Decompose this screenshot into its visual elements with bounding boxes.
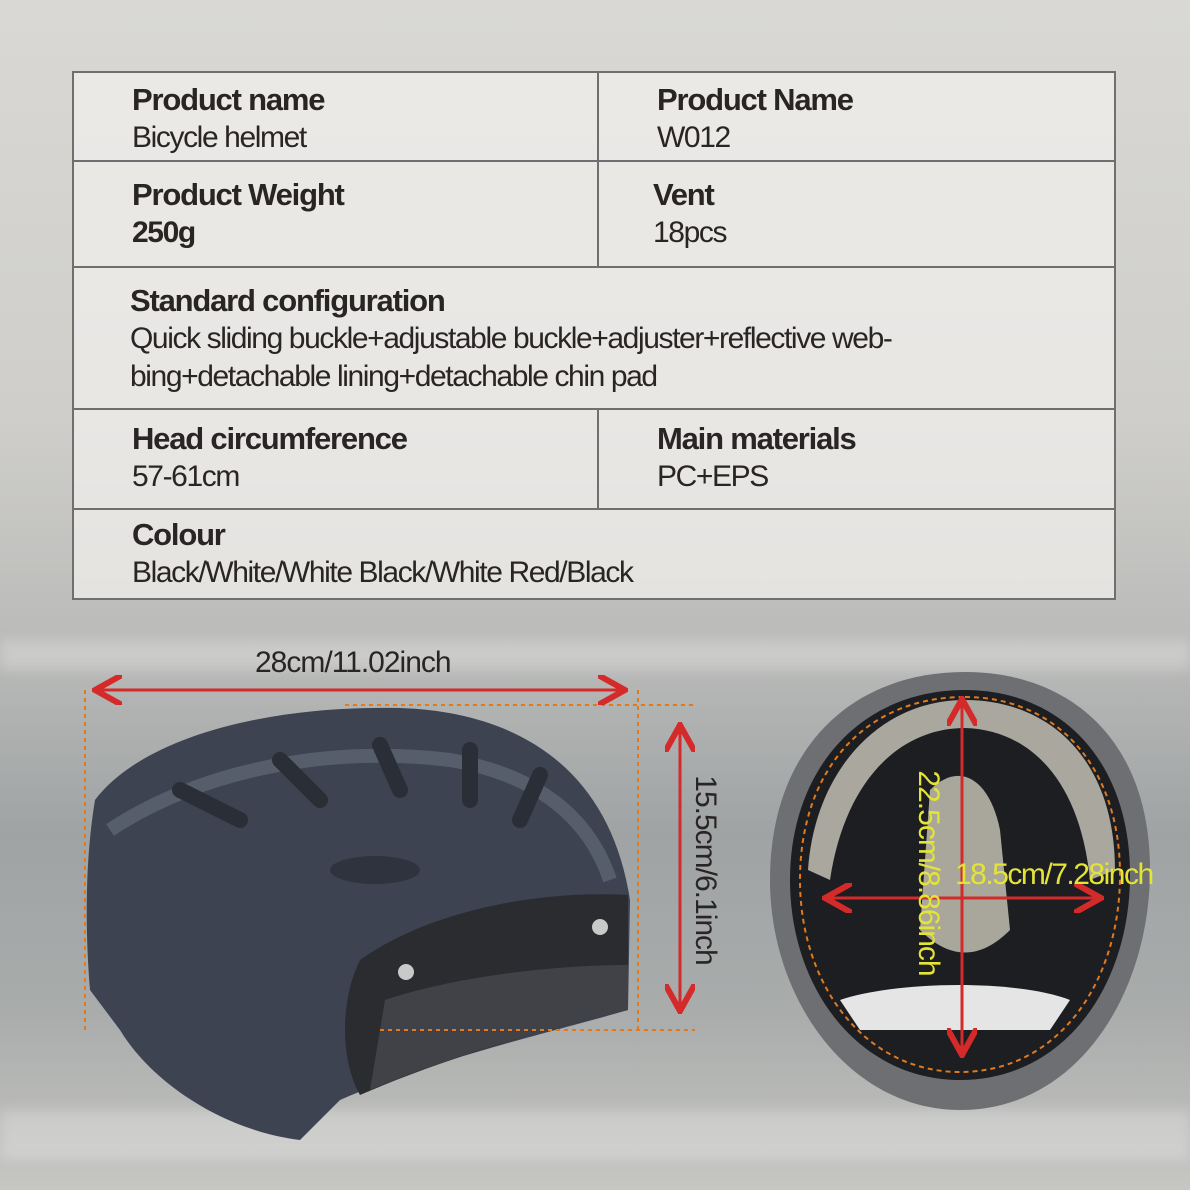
value-line: Quick sliding buckle+adjustable buckle+a… <box>130 322 893 355</box>
value: Bicycle helmet <box>132 121 307 154</box>
value: Black/White/White Black/White Red/Black <box>132 556 634 589</box>
value-line: bing+detachable lining+detachable chin p… <box>130 360 658 393</box>
spec-row: Product name Bicycle helmet Product Name… <box>74 73 1114 162</box>
label: Product Name <box>657 82 854 117</box>
cell-vent: Vent 18pcs <box>597 162 1114 266</box>
guide-lines <box>84 690 695 1031</box>
cell-materials: Main materials PC+EPS <box>597 410 1114 508</box>
cell-weight: Product Weight 250g <box>74 162 597 266</box>
height-label: 15.5cm/6.1inch <box>689 775 722 965</box>
spec-row: Head circumference 57-61cm Main material… <box>74 410 1114 510</box>
inner-length-label: 22.5cm/8.86inch <box>912 770 945 976</box>
spec-row: Product Weight 250g Vent 18pcs <box>74 162 1114 268</box>
label: Standard configuration <box>130 283 446 318</box>
spec-row: Colour Black/White/White Black/White Red… <box>74 510 1114 600</box>
value: 250g <box>132 216 196 249</box>
cell-product-name: Product name Bicycle helmet <box>74 73 597 160</box>
cell-configuration: Standard configuration Quick sliding buc… <box>74 268 1114 408</box>
label: Vent <box>653 177 715 212</box>
value: 18pcs <box>653 216 727 249</box>
cell-model: Product Name W012 <box>597 73 1114 160</box>
label: Product Weight <box>132 177 345 212</box>
cell-colour: Colour Black/White/White Black/White Red… <box>74 510 1114 600</box>
spec-row: Standard configuration Quick sliding buc… <box>74 268 1114 410</box>
side-helmet-image <box>86 707 631 1140</box>
label: Main materials <box>657 421 857 456</box>
value: W012 <box>657 121 731 154</box>
label: Colour <box>132 517 226 552</box>
label: Product name <box>132 82 326 117</box>
value: 57-61cm <box>132 460 240 493</box>
value: PC+EPS <box>657 460 769 493</box>
inner-width-label: 18.5cm/7.28inch <box>955 858 1154 891</box>
label: Head circumference <box>132 421 408 456</box>
length-label: 28cm/11.02inch <box>255 646 452 679</box>
cell-head-circumference: Head circumference 57-61cm <box>74 410 597 508</box>
spec-table: Product name Bicycle helmet Product Name… <box>72 71 1116 600</box>
